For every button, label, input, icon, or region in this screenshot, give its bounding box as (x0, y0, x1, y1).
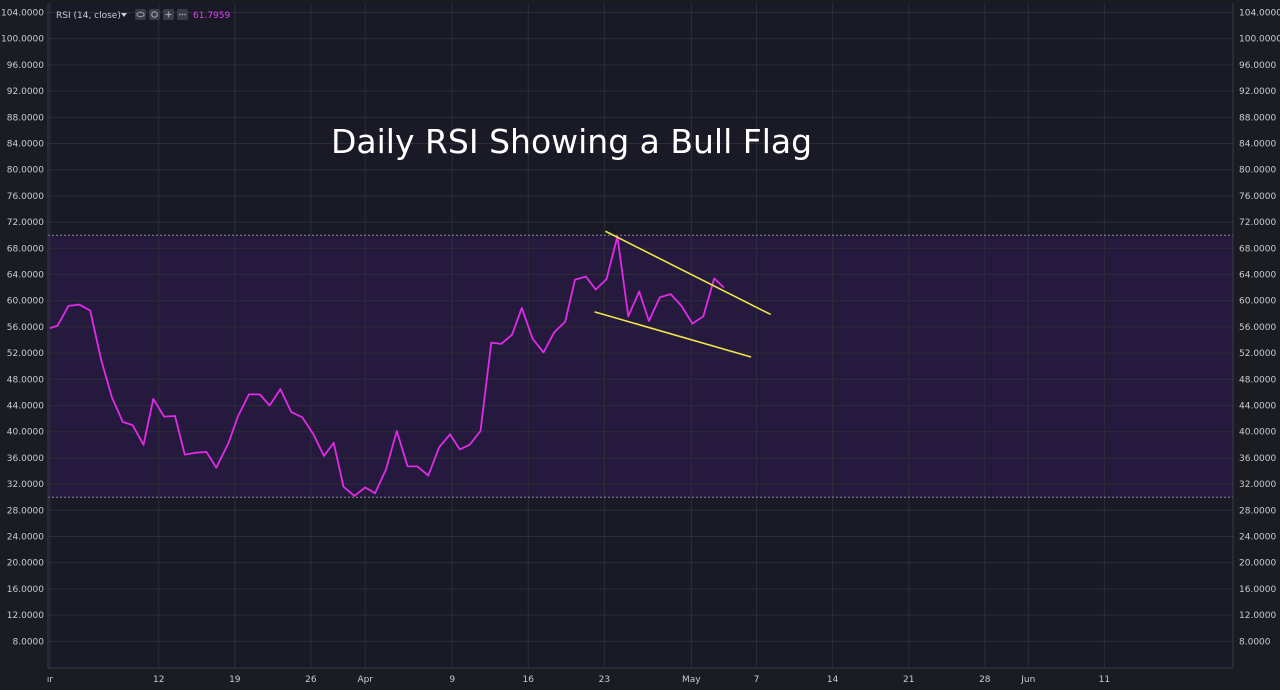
y-tick-label-right: 56.0000 (1239, 323, 1276, 333)
y-tick-label-right: 92.0000 (1239, 87, 1276, 97)
y-tick-label-left: 76.0000 (7, 192, 44, 202)
y-tick-label-left: 20.0000 (7, 559, 44, 569)
x-tick-label: 23 (599, 675, 610, 685)
x-tick-label: 21 (903, 675, 914, 685)
y-tick-label-left: 64.0000 (7, 271, 44, 281)
x-axis[interactable]: ır 12 19 26 Apr 9 16 23 May 7 14 21 28 Jun 11 (47, 675, 1110, 685)
y-tick-label-left: 16.0000 (7, 585, 44, 595)
y-tick-label-right: 100.0000 (1239, 35, 1280, 45)
y-axis-left[interactable]: 104.0000 100.0000 96.0000 92.0000 88.0000 84.… (1, 9, 44, 648)
y-tick-label-right: 52.0000 (1239, 349, 1276, 359)
y-tick-label-right: 80.0000 (1239, 166, 1276, 176)
y-tick-label-right: 44.0000 (1239, 402, 1276, 412)
y-tick-label-left: 12.0000 (7, 611, 44, 621)
x-tick-label: May (682, 675, 701, 685)
add-icon[interactable] (163, 9, 174, 20)
trend-lines[interactable] (594, 230, 772, 358)
y-tick-label-left: 80.0000 (7, 166, 44, 176)
y-tick-label-right: 24.0000 (1239, 533, 1276, 543)
y-tick-label-left: 72.0000 (7, 218, 44, 228)
x-tick-label: 11 (1099, 675, 1110, 685)
y-tick-label-right: 76.0000 (1239, 192, 1276, 202)
indicator-value: 61.7959 (193, 11, 230, 21)
x-tick-label: ır (47, 675, 54, 685)
annotation-title[interactable]: Daily RSI Showing a Bull Flag (331, 122, 812, 161)
indicator-legend[interactable]: RSI (14, close) 61.7959 (56, 9, 230, 21)
y-tick-label-right: 40.0000 (1239, 428, 1276, 438)
y-tick-label-left: 40.0000 (7, 428, 44, 438)
y-tick-label-left: 104.0000 (1, 9, 44, 19)
y-tick-label-left: 28.0000 (7, 506, 44, 516)
y-tick-label-right: 12.0000 (1239, 611, 1276, 621)
y-tick-label-right: 48.0000 (1239, 375, 1276, 385)
y-tick-label-left: 84.0000 (7, 140, 44, 150)
y-tick-label-right: 28.0000 (1239, 506, 1276, 516)
y-tick-label-left: 24.0000 (7, 533, 44, 543)
y-axis-right[interactable]: 104.0000 100.0000 96.0000 92.0000 88.0000 84.… (1239, 9, 1280, 648)
x-tick-label: 26 (305, 675, 317, 685)
y-tick-label-left: 8.0000 (13, 637, 45, 647)
x-tick-label: 19 (229, 675, 241, 685)
y-tick-label-left: 60.0000 (7, 297, 44, 307)
y-tick-label-left: 56.0000 (7, 323, 44, 333)
caret-down-icon[interactable] (121, 13, 127, 17)
x-tick-label: Jun (1020, 675, 1035, 685)
y-tick-label-right: 88.0000 (1239, 113, 1276, 123)
indicator-label[interactable]: RSI (14, close) (56, 11, 121, 21)
y-tick-label-right: 68.0000 (1239, 244, 1276, 254)
y-tick-label-right: 96.0000 (1239, 61, 1276, 71)
y-tick-label-right: 16.0000 (1239, 585, 1276, 595)
x-tick-label: 12 (153, 675, 164, 685)
y-tick-label-left: 32.0000 (7, 480, 44, 490)
y-tick-label-right: 72.0000 (1239, 218, 1276, 228)
y-tick-label-right: 60.0000 (1239, 297, 1276, 307)
eye-icon[interactable] (135, 9, 146, 20)
x-tick-label: 16 (523, 675, 535, 685)
rsi-line (49, 235, 725, 497)
more-icon[interactable] (177, 9, 188, 20)
x-tick-label: Apr (357, 675, 373, 685)
y-tick-label-left: 68.0000 (7, 244, 44, 254)
rsi-series (49, 235, 725, 497)
y-tick-label-right: 64.0000 (1239, 271, 1276, 281)
y-tick-label-right: 36.0000 (1239, 454, 1276, 464)
grid-lines (48, 3, 1233, 668)
lower-trend-line[interactable] (594, 311, 752, 358)
x-tick-label: 9 (449, 675, 455, 685)
y-tick-label-left: 44.0000 (7, 402, 44, 412)
x-tick-label: 28 (979, 675, 991, 685)
rsi-band-fill (48, 235, 1233, 498)
y-tick-label-right: 20.0000 (1239, 559, 1276, 569)
x-tick-label: 14 (827, 675, 839, 685)
y-tick-label-right: 104.0000 (1239, 9, 1280, 19)
settings-icon[interactable] (149, 9, 160, 20)
y-tick-label-left: 52.0000 (7, 349, 44, 359)
upper-trend-line[interactable] (605, 230, 772, 316)
y-tick-label-right: 84.0000 (1239, 140, 1276, 150)
y-tick-label-right: 8.0000 (1239, 637, 1271, 647)
y-tick-label-left: 36.0000 (7, 454, 44, 464)
x-tick-label: 7 (754, 675, 760, 685)
y-tick-label-left: 100.0000 (1, 35, 44, 45)
y-tick-label-left: 92.0000 (7, 87, 44, 97)
y-tick-label-left: 48.0000 (7, 375, 44, 385)
y-tick-label-left: 96.0000 (7, 61, 44, 71)
y-tick-label-left: 88.0000 (7, 113, 44, 123)
y-tick-label-right: 32.0000 (1239, 480, 1276, 490)
